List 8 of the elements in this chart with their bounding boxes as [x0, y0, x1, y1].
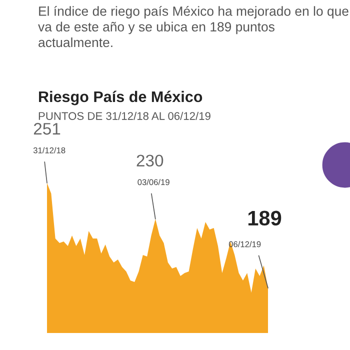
text: 251 — [34, 122, 60, 135]
text: 230 — [136, 154, 164, 167]
chart-title: Riesgo País de México — [39, 90, 202, 106]
chart-subtitle: PUNTOS DE 31/12/18 AL 06/12/19 — [38, 112, 210, 120]
text: El índice de riego país México ha mejorado en lo que va de este año y se ubica en 189 puntos actualmente. — [38, 6, 348, 48]
text: 31/12/18 — [33, 147, 66, 154]
annotation: 189 — [248, 210, 282, 226]
annotation: 03/06/19 — [138, 179, 170, 186]
